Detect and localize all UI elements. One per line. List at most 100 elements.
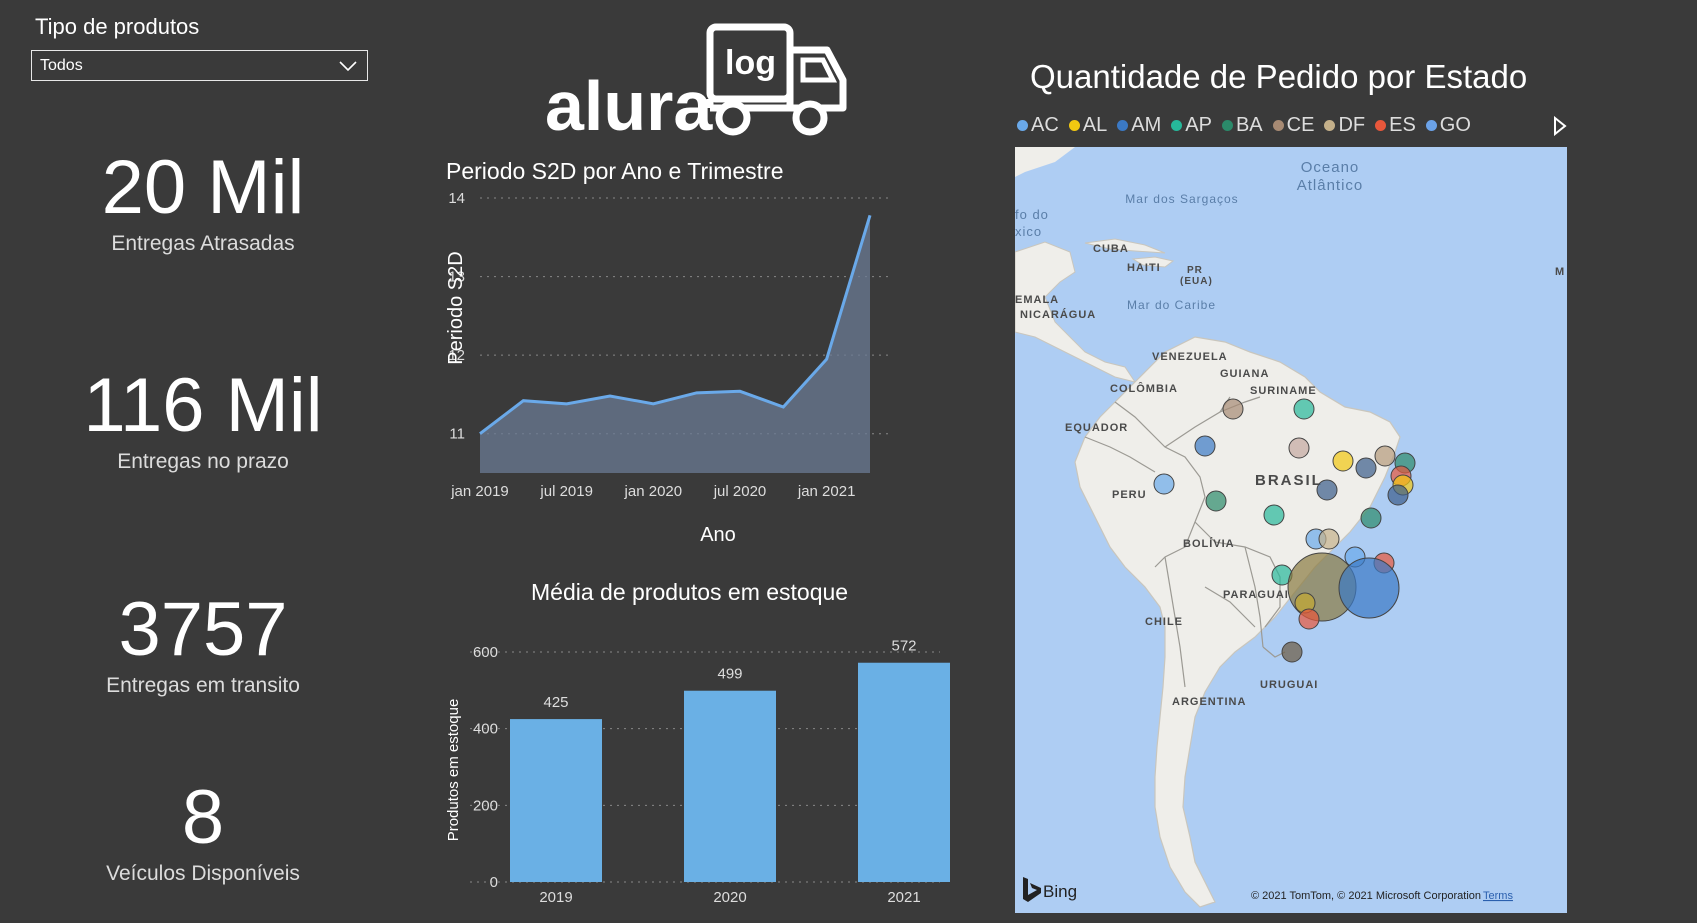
central-america-land [1015, 241, 1137, 383]
state-bubble[interactable] [1288, 437, 1310, 459]
map-label-nicaragua: NICARÁGUA [1020, 308, 1096, 321]
state-bubble[interactable] [1338, 557, 1400, 619]
state-bubble[interactable] [1293, 398, 1315, 420]
x-tick-label: jan 2019 [450, 483, 509, 500]
legend-label: DF [1338, 114, 1366, 136]
bar[interactable] [858, 662, 950, 882]
state-bubble[interactable] [1374, 445, 1396, 467]
bar[interactable] [510, 719, 602, 882]
map-label-equador: EQUADOR [1065, 422, 1128, 434]
state-bubble[interactable] [1194, 435, 1216, 457]
map-label-venezuela: VENEZUELA [1152, 351, 1228, 363]
x-tick-label: jul 2020 [713, 483, 767, 500]
state-orders-map[interactable]: Oceano Atlântico Mar dos Sargaços fo do … [1015, 147, 1567, 913]
map-label-sargassos: Mar dos Sargaços [1125, 192, 1238, 206]
bing-text: Bing [1043, 882, 1077, 901]
x-tick-label: 2021 [887, 889, 920, 906]
line-data-point[interactable] [563, 400, 571, 408]
state-bubble[interactable] [1387, 484, 1409, 506]
legend-label: CE [1286, 114, 1315, 136]
legend-dot [1425, 120, 1437, 131]
y-tick-label: 13 [448, 269, 465, 286]
x-tick-label: jan 2020 [624, 483, 683, 500]
legend-item-es[interactable]: ES [1375, 114, 1416, 137]
bing-logo: Bing [1023, 877, 1077, 902]
legend-item-ba[interactable]: BA [1221, 114, 1263, 137]
map-title: Quantidade de Pedido por Estado [1030, 58, 1528, 95]
state-bubble[interactable] [1205, 490, 1227, 512]
legend-item-ap[interactable]: AP [1171, 114, 1212, 137]
cuba-land [1084, 238, 1166, 254]
kpi-card-vehicles: 8 Veículos Disponíveis [13, 780, 393, 886]
filter-title: Tipo de produtos [35, 14, 200, 39]
s2d-series-line[interactable] [479, 214, 872, 435]
legend-item-df[interactable]: DF [1324, 114, 1365, 137]
state-bubble[interactable] [1222, 398, 1244, 420]
map-label-chile: CHILE [1145, 616, 1183, 628]
state-bubble[interactable] [1360, 507, 1382, 529]
map-canvas[interactable]: Oceano Atlântico Mar dos Sargaços fo do … [1015, 147, 1567, 913]
legend-item-am[interactable]: AM [1117, 114, 1161, 137]
state-bubble[interactable] [1332, 450, 1354, 472]
line-data-point[interactable] [823, 355, 831, 363]
bar-data-label: 499 [717, 666, 742, 683]
product-type-dropdown[interactable]: Todos [31, 50, 368, 81]
kpi-card-ontime: 116 Mil Entregas no prazo [13, 368, 393, 474]
state-bubble[interactable] [1153, 473, 1175, 495]
legend-next-arrow-icon[interactable] [1553, 116, 1567, 136]
s2d-area-chart[interactable]: 11 12 13 14 jan 2019 jul 2019 jan 2020 jul 202… [440, 188, 940, 548]
bar[interactable] [684, 690, 776, 882]
line-data-point[interactable] [736, 387, 744, 395]
map-terms-link[interactable]: Terms [1483, 890, 1513, 902]
state-bubble[interactable] [1355, 457, 1377, 479]
map-label-guiana: GUIANA [1220, 368, 1269, 380]
map-label-uruguai: URUGUAI [1260, 679, 1318, 691]
map-label-mexico-1: fo do [1015, 207, 1049, 222]
map-label-haiti: HAITI [1127, 262, 1161, 274]
kpi-label: Veículos Disponíveis [106, 862, 300, 885]
legend-label: AP [1185, 114, 1212, 136]
line-data-point[interactable] [649, 400, 657, 408]
map-label-colombia: COLÔMBIA [1110, 382, 1178, 395]
dropdown-selected-value: Todos [40, 56, 83, 74]
map-label-cuba: CUBA [1093, 243, 1129, 255]
stock-bar-chart[interactable]: 0 200 400 600 425 499 572 2019 2020 2021 Produt… [440, 612, 960, 917]
legend-item-go[interactable]: GO [1425, 114, 1471, 137]
kpi-value: 116 Mil [83, 363, 323, 448]
legend-dot [1117, 120, 1129, 131]
legend-label: AM [1131, 114, 1162, 136]
line-chart-title: Periodo S2D por Ano e Trimestre [446, 158, 784, 184]
kpi-label: Entregas Atrasadas [111, 232, 295, 255]
map-label-mexico-2: xico [1015, 224, 1042, 239]
legend-dot [1068, 120, 1080, 131]
greenland-edge [1015, 147, 1075, 177]
legend-item-ce[interactable]: CE [1272, 114, 1315, 137]
y-tick-label: 200 [473, 797, 498, 814]
state-bubble[interactable] [1263, 504, 1285, 526]
map-label-ocean: Oceano [1301, 159, 1360, 176]
legend-item-al[interactable]: AL [1068, 114, 1107, 137]
x-tick-label: jan 2021 [797, 483, 856, 500]
legend-item-ac[interactable]: AC [1017, 114, 1059, 137]
line-data-point[interactable] [693, 389, 701, 397]
line-data-point[interactable] [866, 211, 874, 219]
map-label-pr-2: (EUA) [1180, 276, 1213, 287]
state-bubble[interactable] [1316, 479, 1338, 501]
line-data-point[interactable] [779, 403, 787, 411]
line-data-point[interactable] [519, 397, 527, 405]
state-bubble[interactable] [1281, 641, 1303, 663]
legend-dot [1272, 120, 1284, 131]
legend-dot [1171, 120, 1183, 131]
state-bubble[interactable] [1318, 528, 1340, 550]
line-chart-x-axis-label: Ano [700, 524, 736, 546]
legend-dot [1221, 120, 1233, 131]
map-label-edge: M [1555, 266, 1565, 278]
state-bubble[interactable] [1298, 608, 1320, 630]
legend-dot [1017, 120, 1028, 131]
kpi-value: 20 Mil [101, 145, 305, 230]
line-chart-y-axis-label: Periodo S2D [445, 251, 467, 364]
line-data-point[interactable] [476, 430, 484, 438]
logo-badge-text: log [725, 44, 776, 82]
hispaniola-land [1131, 256, 1175, 268]
line-data-point[interactable] [606, 392, 614, 400]
